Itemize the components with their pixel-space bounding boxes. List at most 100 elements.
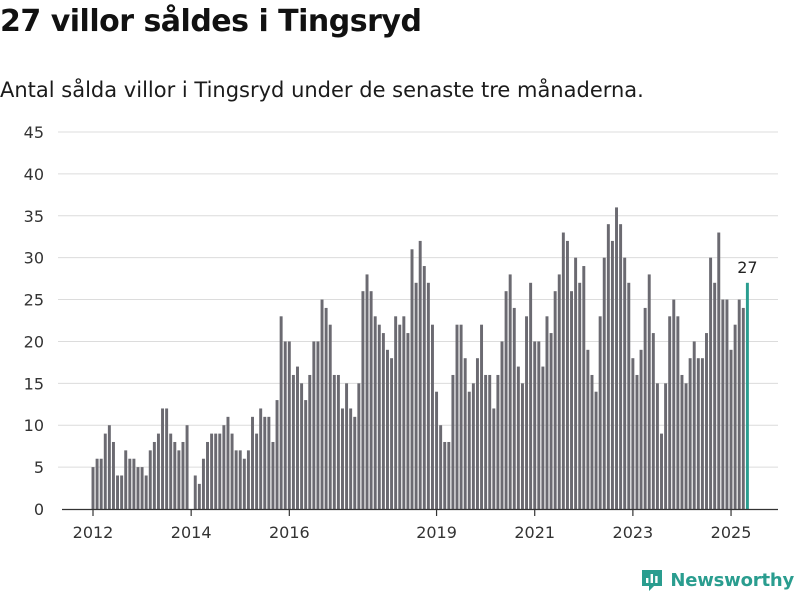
bar [619, 224, 623, 509]
bar [696, 358, 700, 509]
x-tick-label: 2021 [514, 523, 555, 542]
bar [271, 441, 275, 509]
bar [357, 383, 361, 509]
bar [251, 416, 254, 509]
bar [537, 341, 541, 509]
bar [320, 299, 324, 509]
bar [660, 433, 663, 509]
bar [525, 316, 529, 509]
bar [201, 458, 205, 509]
bar [336, 374, 340, 509]
bar [345, 383, 349, 509]
bar [328, 324, 332, 509]
bar [169, 433, 173, 509]
bar [386, 349, 389, 509]
bar [218, 433, 222, 509]
bar [381, 333, 385, 509]
bar [729, 349, 733, 509]
bar [353, 416, 357, 509]
bar [398, 324, 402, 509]
bar [287, 341, 291, 509]
latest-value-label: 27 [737, 258, 757, 277]
bar [418, 240, 422, 509]
bar [443, 441, 447, 509]
bar [156, 433, 160, 509]
bar [709, 257, 713, 509]
chart-subtitle: Antal sålda villor i Tingsryd under de s… [0, 78, 644, 102]
bar [480, 324, 484, 509]
bar [467, 391, 471, 509]
bar [377, 324, 381, 509]
bar [692, 341, 696, 509]
bar [451, 374, 455, 509]
bar [111, 441, 115, 509]
bar [95, 458, 99, 509]
bar [406, 333, 410, 509]
bar [185, 425, 189, 509]
bar [214, 433, 218, 509]
bar [439, 425, 443, 509]
bar [529, 282, 533, 509]
bar [615, 207, 618, 509]
bar [426, 282, 430, 509]
chart-title: 27 villor såldes i Tingsryd [0, 4, 422, 39]
bar [226, 416, 230, 509]
bar [492, 408, 496, 509]
bar [132, 458, 136, 509]
bar [410, 249, 414, 510]
bar [316, 341, 320, 509]
bar [651, 333, 655, 509]
bar [512, 307, 516, 509]
bar [545, 316, 549, 509]
bar [672, 299, 676, 509]
bar [496, 374, 500, 509]
bar [259, 408, 263, 509]
bar [725, 299, 729, 509]
bar [148, 450, 152, 509]
bar [664, 383, 668, 509]
bar [283, 341, 287, 509]
bar [435, 391, 439, 509]
bar [475, 358, 479, 509]
bar [300, 383, 304, 509]
bar [230, 433, 234, 509]
bar [631, 358, 635, 509]
bar [676, 316, 680, 509]
bar [116, 475, 120, 509]
bar [349, 408, 353, 509]
bar [107, 425, 111, 509]
bar [296, 366, 299, 509]
bar [471, 383, 475, 509]
bar [120, 475, 124, 509]
bar-latest [745, 282, 749, 509]
bar [570, 291, 573, 509]
bar [565, 240, 569, 509]
bar [508, 274, 512, 509]
bar [373, 316, 377, 509]
brand-logo-link[interactable]: Newsworthy [640, 568, 794, 592]
bar [549, 333, 553, 509]
bar [124, 450, 128, 509]
bar [275, 400, 279, 509]
newsworthy-chart-logo-icon [642, 570, 663, 591]
bar [586, 349, 590, 509]
bar [680, 374, 684, 509]
bar [402, 316, 406, 509]
bar [504, 291, 508, 509]
bar [643, 307, 647, 509]
bar [705, 333, 708, 509]
bar [210, 433, 214, 509]
bar [206, 441, 209, 509]
bar [455, 324, 459, 509]
bar [255, 433, 259, 509]
y-tick-label: 25 [24, 291, 44, 310]
bar [99, 458, 103, 509]
bar [741, 307, 745, 509]
y-tick-label: 35 [24, 207, 44, 226]
bar [557, 274, 561, 509]
bar [582, 266, 586, 509]
bar [639, 349, 643, 509]
bar [610, 240, 614, 509]
bar [324, 307, 328, 509]
bar [500, 341, 504, 509]
